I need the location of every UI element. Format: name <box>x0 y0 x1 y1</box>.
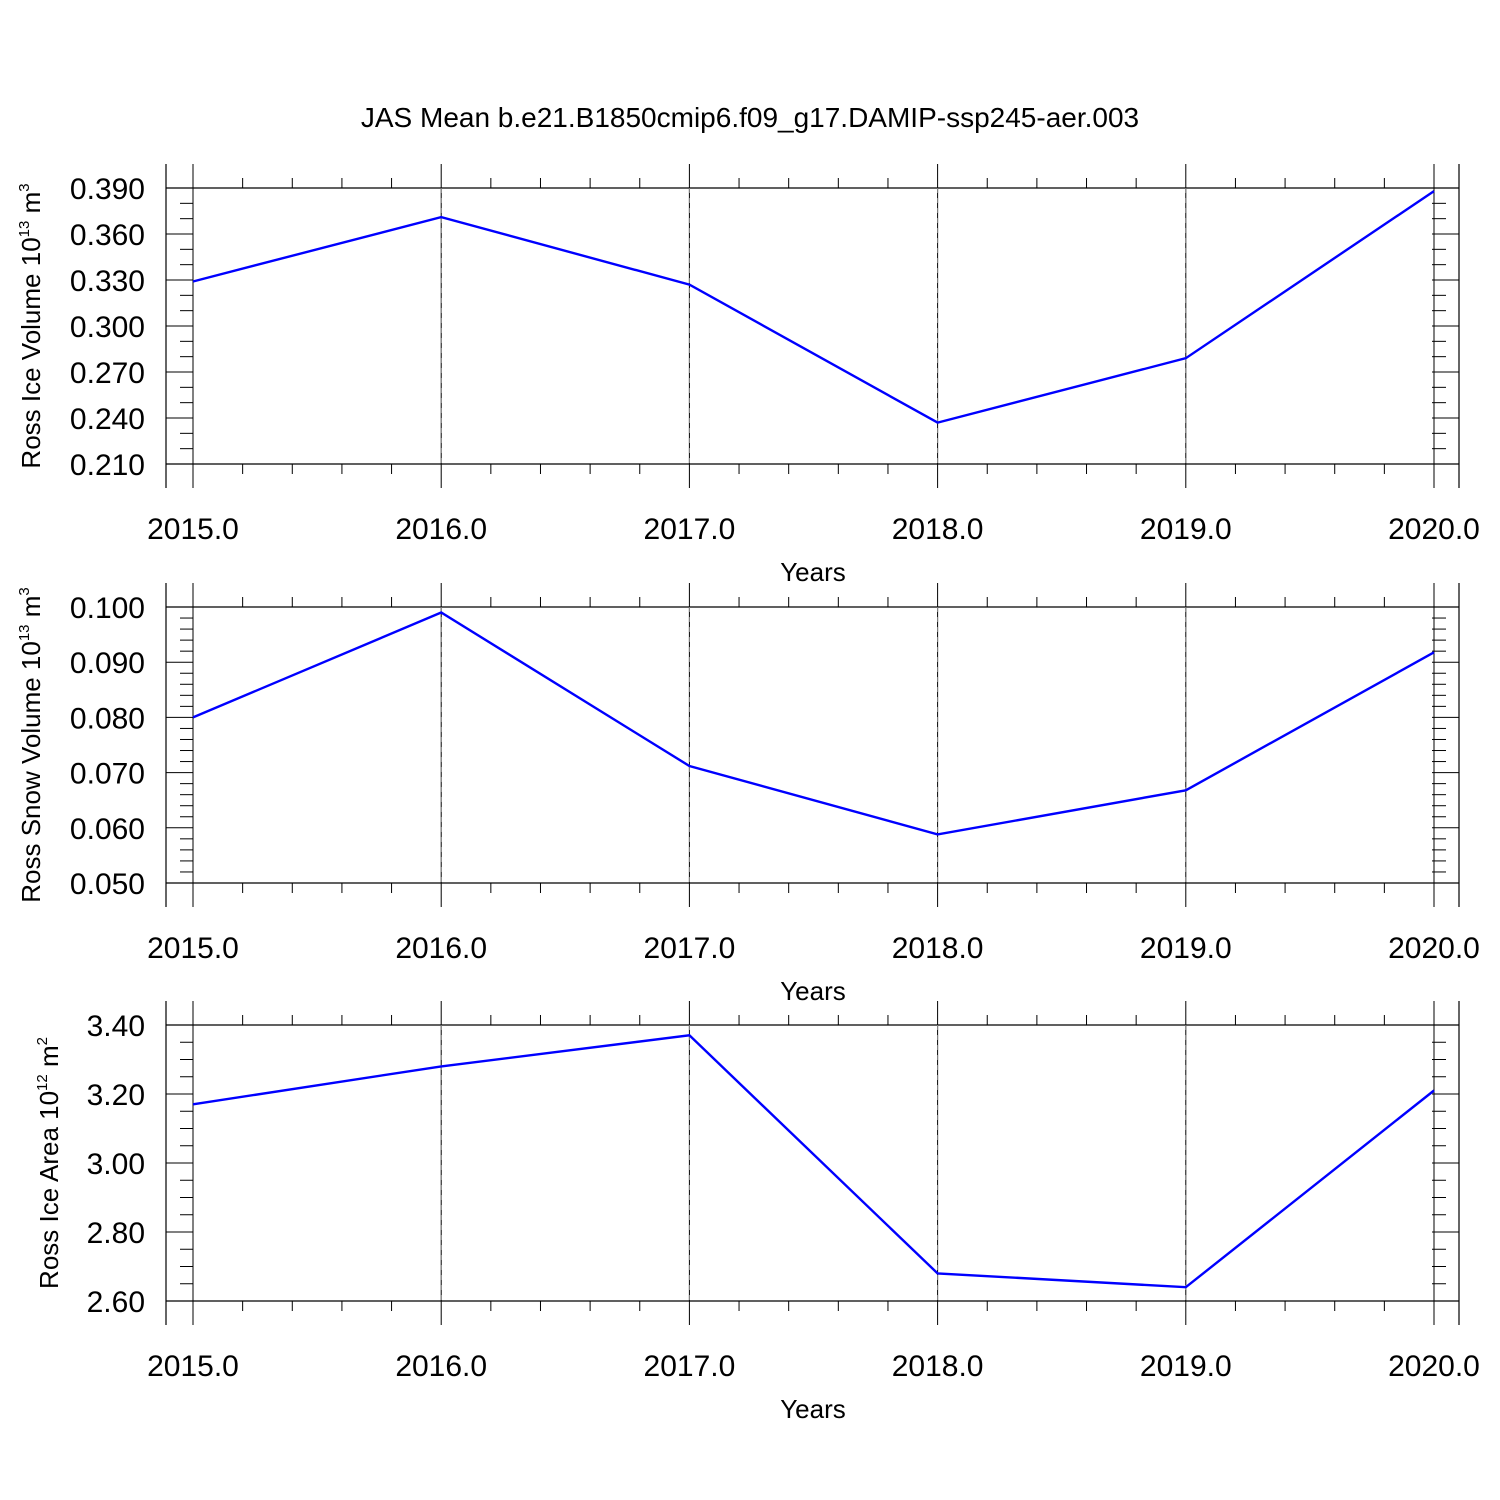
y-axis-label-part: 3 <box>16 587 33 595</box>
y-tick-label: 0.360 <box>70 219 145 252</box>
y-axis-label-part: Ross Ice Volume 10 <box>16 237 46 468</box>
y-tick-label: 0.390 <box>70 173 145 206</box>
y-tick-label: 3.00 <box>87 1148 145 1181</box>
series-line <box>192 611 1435 836</box>
figure-title: JAS Mean b.e21.B1850cmip6.f09_g17.DAMIP-… <box>361 102 1139 133</box>
y-axis-label-part: 2 <box>34 1037 51 1045</box>
x-tick-label: 2017.0 <box>644 513 736 546</box>
y-axis-label-part: 13 <box>16 221 33 238</box>
y-tick-label: 0.270 <box>70 357 145 390</box>
panels: 2015.0 2016.0 2017.0 2018.0 2019.0 2020.0 0.21… <box>16 164 1480 1424</box>
y-axis-label: Ross Ice Volume 1013 m3 <box>16 183 46 468</box>
x-tick-label: 2018.0 <box>892 513 984 546</box>
x-tick-label: 2017.0 <box>644 932 736 965</box>
y-axis-label-part: m <box>16 192 46 221</box>
x-tick-label: 2017.0 <box>644 1350 736 1383</box>
y-tick-label: 0.240 <box>70 403 145 436</box>
y-tick-label: 0.330 <box>70 265 145 298</box>
panel-3: 2015.0 2016.0 2017.0 2018.0 2019.0 2020.0 2.60… <box>34 1001 1480 1424</box>
y-axis-label-part: m <box>16 596 46 625</box>
x-tick-label: 2019.0 <box>1140 932 1232 965</box>
x-tick-label: 2016.0 <box>395 932 487 965</box>
y-axis-label-part: 12 <box>34 1074 51 1091</box>
y-axis-label-part: 3 <box>16 183 33 191</box>
x-axis-label: Years <box>780 1394 846 1424</box>
y-tick-label: 2.80 <box>87 1217 145 1250</box>
series-line <box>192 190 1435 424</box>
y-tick-label: 0.090 <box>70 647 145 680</box>
y-tick-label: 0.080 <box>70 702 145 735</box>
x-tick-label: 2018.0 <box>892 932 984 965</box>
y-axis-label: Ross Ice Area 1012 m2 <box>34 1037 64 1289</box>
y-axis-label-part: m <box>34 1045 64 1074</box>
x-tick-label: 2016.0 <box>395 1350 487 1383</box>
y-tick-label: 3.40 <box>87 1010 145 1043</box>
y-tick-label: 0.070 <box>70 758 145 791</box>
x-tick-label: 2015.0 <box>147 513 239 546</box>
x-tick-label: 2020.0 <box>1388 1350 1480 1383</box>
x-tick-label: 2019.0 <box>1140 513 1232 546</box>
x-tick-label: 2019.0 <box>1140 1350 1232 1383</box>
x-tick-label: 2020.0 <box>1388 932 1480 965</box>
series-line <box>192 1034 1435 1289</box>
x-axis-label: Years <box>780 557 846 587</box>
y-axis-label-part: 13 <box>16 624 33 641</box>
y-axis-label-part: Ross Snow Volume 10 <box>16 641 46 903</box>
y-tick-label: 0.300 <box>70 311 145 344</box>
y-tick-label: 0.210 <box>70 449 145 482</box>
y-axis-label: Ross Snow Volume 1013 m3 <box>16 587 46 903</box>
y-tick-label: 3.20 <box>87 1079 145 1112</box>
panel-1: 2015.0 2016.0 2017.0 2018.0 2019.0 2020.0 0.21… <box>16 164 1480 587</box>
panel-2: 2015.0 2016.0 2017.0 2018.0 2019.0 2020.0 0.05… <box>16 583 1480 1006</box>
x-tick-label: 2018.0 <box>892 1350 984 1383</box>
x-tick-label: 2016.0 <box>395 513 487 546</box>
x-tick-label: 2020.0 <box>1388 513 1480 546</box>
y-tick-label: 2.60 <box>87 1286 145 1319</box>
x-axis-label: Years <box>780 976 846 1006</box>
y-tick-label: 0.060 <box>70 813 145 846</box>
x-tick-label: 2015.0 <box>147 932 239 965</box>
y-tick-label: 0.100 <box>70 592 145 625</box>
y-axis-label-part: Ross Ice Area 10 <box>34 1091 64 1289</box>
y-tick-label: 0.050 <box>70 868 145 901</box>
x-tick-label: 2015.0 <box>147 1350 239 1383</box>
